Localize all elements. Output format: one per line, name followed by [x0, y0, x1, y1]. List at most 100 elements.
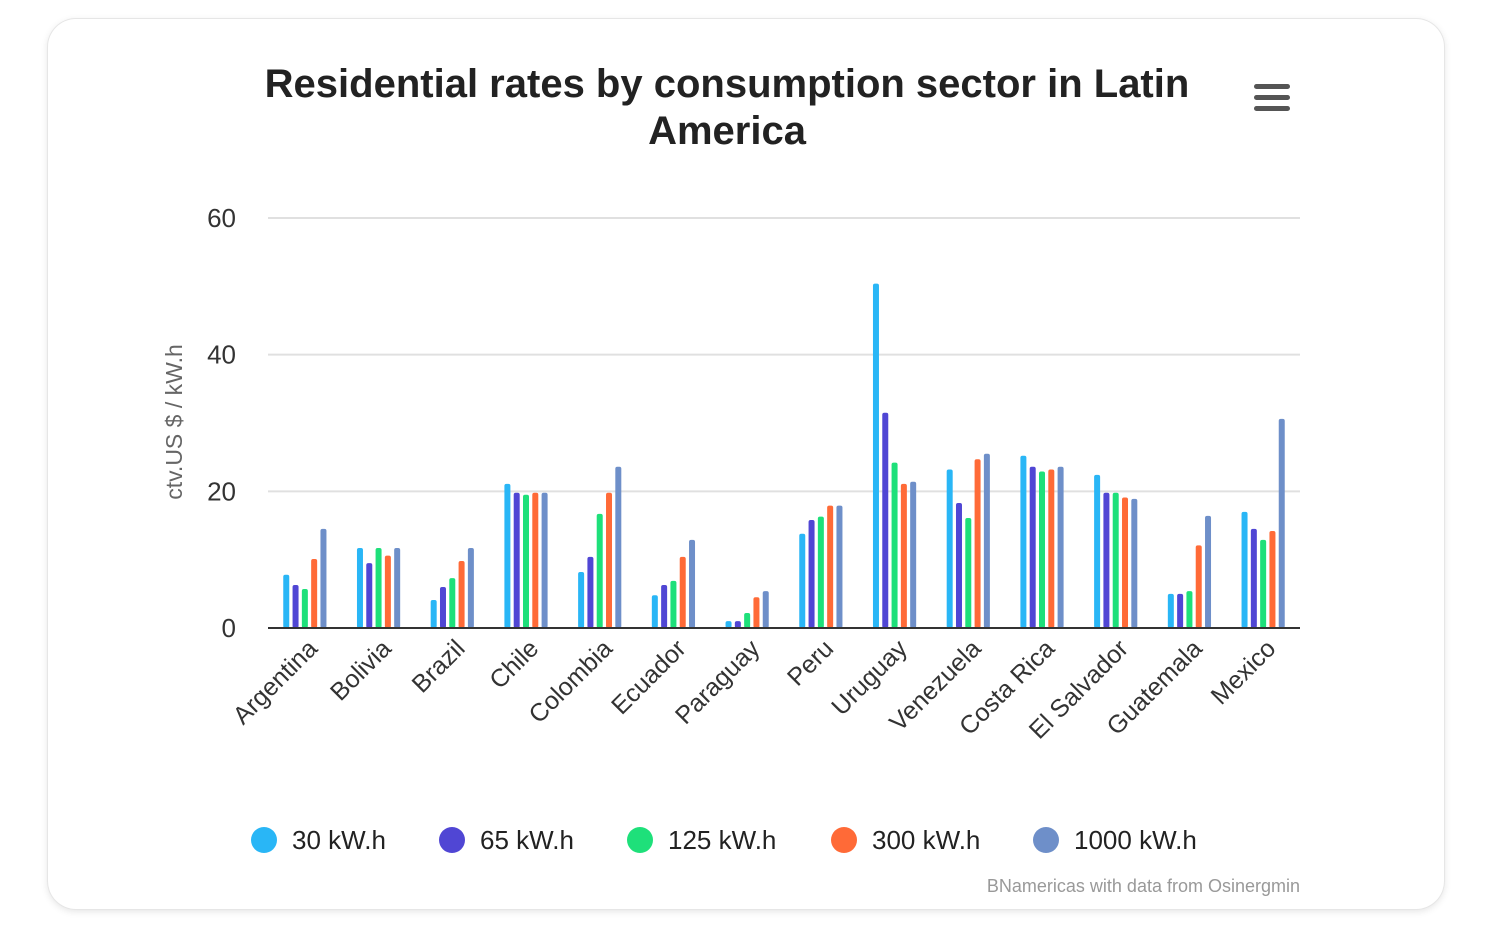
bar-costa-rica-65kwh[interactable] — [1029, 466, 1036, 628]
bar-guatemala-30kwh[interactable] — [1167, 593, 1174, 628]
bar-costa-rica-300kwh[interactable] — [1048, 469, 1055, 628]
bar-guatemala-300kwh[interactable] — [1195, 545, 1202, 628]
x-tick-label: Mexico — [1206, 634, 1282, 710]
bar-venezuela-65kwh[interactable] — [955, 502, 962, 628]
hamburger-menu-icon[interactable] — [1250, 78, 1294, 116]
bar-mexico-300kwh[interactable] — [1269, 530, 1276, 628]
chart-card — [48, 19, 1444, 909]
legend-item[interactable]: 30 kW.h — [251, 825, 386, 855]
legend-label: 300 kW.h — [872, 825, 980, 855]
legend: 30 kW.h 65 kW.h 125 kW.h 300 kW.h 1000 kW.h — [251, 825, 1197, 855]
legend-marker — [1033, 827, 1059, 853]
bar-peru-300kwh[interactable] — [827, 505, 834, 628]
bar-colombia-65kwh[interactable] — [587, 556, 594, 628]
bar-uruguay-65kwh[interactable] — [882, 412, 889, 628]
legend-marker — [251, 827, 277, 853]
legend-marker — [627, 827, 653, 853]
bar-guatemala-1000kwh[interactable] — [1205, 515, 1212, 628]
menu-bar — [1254, 94, 1290, 100]
menu-bar — [1254, 105, 1290, 111]
y-tick-label: 20 — [207, 476, 236, 506]
bar-guatemala-65kwh[interactable] — [1177, 593, 1184, 628]
bar-el-salvador-30kwh[interactable] — [1094, 474, 1101, 628]
bar-uruguay-30kwh[interactable] — [872, 283, 879, 628]
menu-bar — [1254, 83, 1290, 89]
bar-peru-1000kwh[interactable] — [836, 505, 843, 628]
credit-text[interactable]: BNamericas with data from Osinergmin — [987, 876, 1300, 896]
bar-brazil-300kwh[interactable] — [458, 561, 465, 628]
bar-bolivia-65kwh[interactable] — [366, 563, 373, 628]
bar-venezuela-300kwh[interactable] — [974, 459, 981, 628]
bar-brazil-65kwh[interactable] — [439, 587, 446, 628]
y-tick-label: 40 — [207, 340, 236, 370]
chart-title-line-1: Residential rates by consumption sector … — [265, 62, 1190, 106]
bar-chile-65kwh[interactable] — [513, 492, 520, 628]
bar-brazil-125kwh[interactable] — [449, 578, 456, 628]
legend-item[interactable]: 65 kW.h — [439, 825, 574, 855]
x-axis-labels: Argentina Bolivia Brazil ChileColombiaEcuad… — [228, 634, 1282, 745]
bar-paraguay-300kwh[interactable] — [753, 597, 760, 628]
y-tick-label: 60 — [207, 203, 236, 233]
bar-paraguay-125kwh[interactable] — [744, 612, 751, 628]
bar-ecuador-300kwh[interactable] — [679, 556, 686, 628]
bar-uruguay-300kwh[interactable] — [900, 483, 907, 628]
bar-guatemala-125kwh[interactable] — [1186, 591, 1193, 628]
bar-ecuador-65kwh[interactable] — [661, 584, 668, 628]
legend-item[interactable]: 125 kW.h — [627, 825, 776, 855]
bar-bolivia-125kwh[interactable] — [375, 548, 382, 628]
bar-colombia-125kwh[interactable] — [596, 513, 603, 628]
bar-mexico-1000kwh[interactable] — [1278, 418, 1285, 628]
bar-el-salvador-125kwh[interactable] — [1112, 492, 1119, 628]
x-tick-label: Argentina — [228, 634, 324, 730]
bar-chile-30kwh[interactable] — [504, 483, 511, 628]
bar-brazil-30kwh[interactable] — [430, 599, 437, 628]
grid-lines — [268, 217, 1300, 493]
bar-ecuador-125kwh[interactable] — [670, 580, 677, 628]
legend-item[interactable]: 1000 kW.h — [1033, 825, 1197, 855]
bar-venezuela-30kwh[interactable] — [946, 469, 953, 628]
bar-paraguay-65kwh[interactable] — [734, 621, 741, 628]
bar-mexico-65kwh[interactable] — [1250, 528, 1257, 628]
bar-el-salvador-1000kwh[interactable] — [1131, 498, 1138, 628]
bar-argentina-125kwh[interactable] — [301, 589, 308, 628]
y-axis-ticks: 0 20 40 60 — [207, 203, 236, 643]
bar-argentina-300kwh[interactable] — [311, 558, 318, 628]
bar-chile-125kwh[interactable] — [523, 494, 529, 628]
bar-el-salvador-65kwh[interactable] — [1103, 492, 1110, 628]
bar-mexico-125kwh[interactable] — [1260, 539, 1267, 628]
bar-venezuela-1000kwh[interactable] — [983, 453, 990, 628]
bar-uruguay-125kwh[interactable] — [891, 462, 898, 628]
bar-peru-125kwh[interactable] — [817, 516, 824, 628]
bar-paraguay-30kwh[interactable] — [725, 621, 732, 628]
bar-costa-rica-125kwh[interactable] — [1039, 471, 1045, 628]
bar-peru-65kwh[interactable] — [808, 520, 815, 628]
y-tick-label: 0 — [222, 613, 236, 643]
legend-item[interactable]: 300 kW.h — [831, 825, 980, 855]
bar-el-salvador-300kwh[interactable] — [1122, 497, 1129, 628]
legend-label: 1000 kW.h — [1074, 825, 1197, 855]
bar-colombia-1000kwh[interactable] — [615, 466, 622, 628]
bar-peru-30kwh[interactable] — [799, 533, 806, 628]
bar-mexico-30kwh[interactable] — [1241, 511, 1248, 628]
bar-colombia-30kwh[interactable] — [578, 571, 585, 628]
bar-argentina-65kwh[interactable] — [292, 584, 299, 628]
legend-label: 125 kW.h — [668, 825, 776, 855]
bar-brazil-1000kwh[interactable] — [467, 548, 474, 628]
y-axis-title: ctv.US $ / kW.h — [161, 344, 187, 500]
bar-costa-rica-30kwh[interactable] — [1020, 455, 1027, 628]
bar-ecuador-1000kwh[interactable] — [689, 539, 696, 628]
bar-uruguay-1000kwh[interactable] — [910, 481, 917, 628]
bar-argentina-30kwh[interactable] — [283, 574, 290, 628]
bar-paraguay-1000kwh[interactable] — [762, 591, 769, 628]
bar-bolivia-300kwh[interactable] — [384, 555, 391, 628]
bar-argentina-1000kwh[interactable] — [320, 528, 327, 628]
bar-bolivia-30kwh[interactable] — [356, 548, 363, 628]
bar-chile-300kwh[interactable] — [532, 492, 539, 628]
legend-label: 30 kW.h — [292, 825, 386, 855]
bar-ecuador-30kwh[interactable] — [651, 595, 658, 628]
bar-chile-1000kwh[interactable] — [541, 492, 548, 628]
bar-bolivia-1000kwh[interactable] — [394, 548, 401, 628]
bar-colombia-300kwh[interactable] — [606, 492, 613, 628]
bar-venezuela-125kwh[interactable] — [965, 517, 972, 628]
bar-costa-rica-1000kwh[interactable] — [1057, 466, 1064, 628]
